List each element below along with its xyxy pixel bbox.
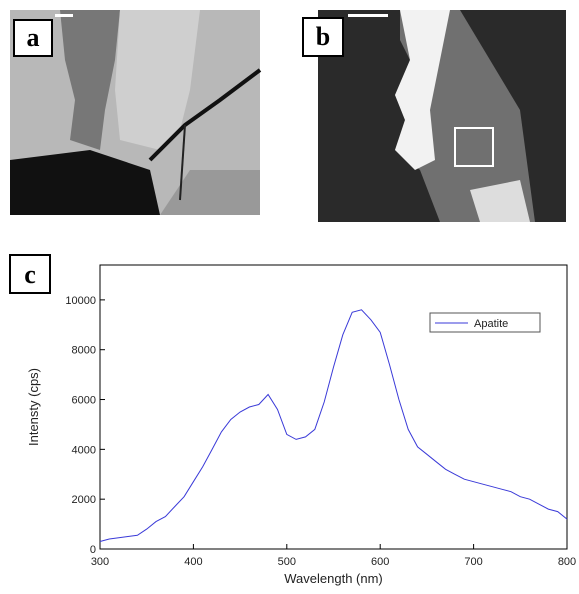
x-tick-label: 700 [464, 556, 482, 568]
panel-label: c [24, 260, 36, 289]
y-tick-label: 10000 [65, 295, 96, 307]
x-tick-label: 300 [91, 556, 109, 568]
y-tick-label: 2000 [72, 494, 96, 506]
y-tick-label: 0 [90, 544, 96, 556]
panel-label-c: c [9, 254, 51, 294]
image-a [10, 10, 262, 215]
series-line [99, 309, 568, 542]
x-axis-label: Wavelength (nm) [284, 571, 383, 586]
y-tick-label: 6000 [72, 395, 96, 407]
x-tick-label: 600 [371, 556, 389, 568]
x-tick-label: 400 [184, 556, 202, 568]
spectrum-chart: 300 400 500 600 700 8000200040006000800010000… [26, 264, 576, 586]
panel-label: b [316, 22, 330, 51]
panel-label-b: b [302, 17, 344, 57]
legend-label: Apatite [474, 318, 508, 330]
legend-box [429, 312, 541, 333]
image-b [318, 10, 566, 222]
plot-frame [99, 264, 568, 550]
panel-label: a [27, 23, 40, 52]
panel-label-a: a [13, 19, 53, 57]
y-tick-label: 4000 [72, 444, 96, 456]
y-axis-label: Intensty (cps) [26, 368, 41, 446]
y-tick-label: 8000 [72, 345, 96, 357]
x-tick-label: 800 [558, 556, 576, 568]
x-tick-label: 500 [278, 556, 296, 568]
